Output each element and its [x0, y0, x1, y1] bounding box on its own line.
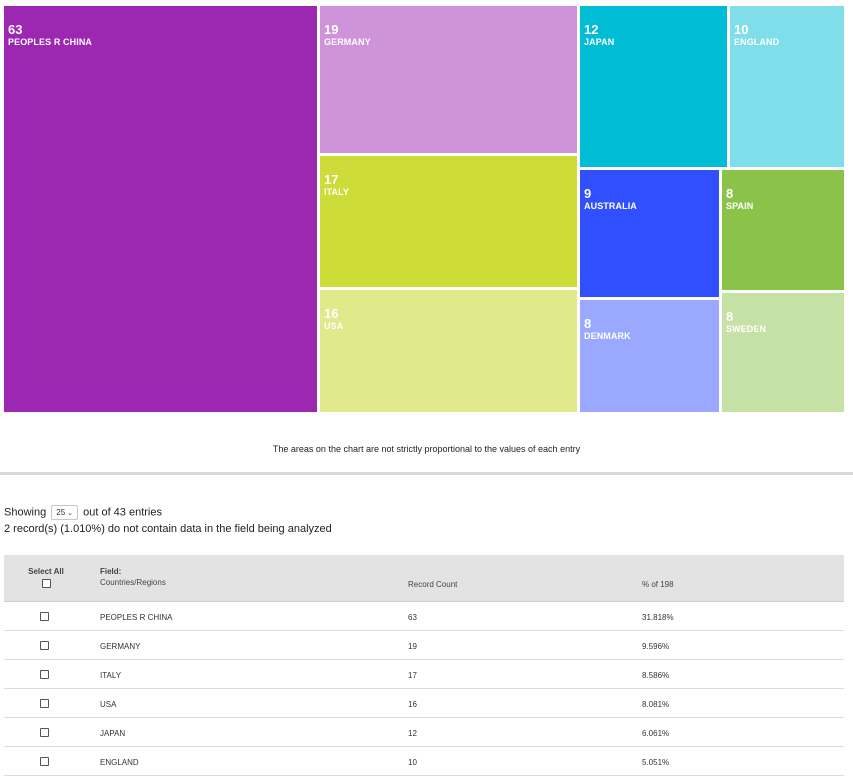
- table-row: JAPAN 12 6.061%: [4, 718, 844, 747]
- tile-label: SPAIN: [726, 201, 754, 211]
- select-all-checkbox[interactable]: [41, 579, 51, 588]
- treemap-tile[interactable]: 19 GERMANY: [320, 6, 577, 153]
- treemap-tile[interactable]: 10 ENGLAND: [730, 6, 844, 167]
- tile-value: 8: [726, 309, 734, 324]
- treemap-tile[interactable]: 9 AUSTRALIA: [580, 170, 719, 297]
- tile-label: SWEDEN: [726, 324, 767, 334]
- percent-header[interactable]: % of 198: [642, 580, 674, 589]
- row-checkbox[interactable]: [40, 699, 49, 708]
- row-percent: 8.586%: [642, 671, 670, 680]
- treemap-tile[interactable]: 12 JAPAN: [580, 6, 727, 167]
- row-country: ENGLAND: [100, 758, 139, 767]
- tile-value: 10: [734, 22, 749, 37]
- tile-label: ITALY: [324, 187, 350, 197]
- row-country: USA: [100, 700, 117, 709]
- row-checkbox[interactable]: [40, 612, 49, 621]
- select-all-header: Select All: [4, 567, 88, 588]
- showing-entries: Showing 25 ⌄ out of 43 entries: [4, 505, 162, 520]
- row-percent: 6.061%: [642, 729, 670, 738]
- row-count: 12: [408, 729, 417, 738]
- tile-label: JAPAN: [584, 37, 615, 47]
- row-count: 16: [408, 700, 417, 709]
- chart-note: The areas on the chart are not strictly …: [272, 444, 581, 454]
- row-count: 17: [408, 671, 417, 680]
- table-header: Select All Field: Countries/Regions Reco…: [4, 555, 844, 602]
- treemap-tile[interactable]: 17 ITALY: [320, 156, 577, 287]
- record-count-header[interactable]: Record Count: [408, 580, 458, 589]
- field-name: Countries/Regions: [100, 578, 166, 587]
- tile-label: DENMARK: [584, 331, 631, 341]
- select-all-label: Select All: [28, 567, 64, 576]
- showing-suffix: out of 43 entries: [83, 506, 162, 519]
- row-checkbox[interactable]: [40, 641, 49, 650]
- row-percent: 5.051%: [642, 758, 670, 767]
- tile-label: GERMANY: [324, 37, 371, 47]
- section-divider: [0, 472, 853, 475]
- treemap-tile[interactable]: 16 USA: [320, 290, 577, 412]
- tile-label: ENGLAND: [734, 37, 780, 47]
- tile-value: 63: [8, 22, 23, 37]
- row-count: 19: [408, 642, 417, 651]
- row-count: 10: [408, 758, 417, 767]
- page-size-select[interactable]: 25 ⌄: [51, 505, 79, 520]
- row-country: ITALY: [100, 671, 122, 680]
- treemap-tile[interactable]: 8 SPAIN: [722, 170, 844, 290]
- treemap-chart: 63 PEOPLES R CHINA 19 GERMANY 17 ITALY 16 USA 12…: [4, 6, 844, 412]
- row-checkbox[interactable]: [40, 670, 49, 679]
- treemap-tile[interactable]: 8 SWEDEN: [722, 293, 844, 412]
- tile-label: AUSTRALIA: [584, 201, 637, 211]
- tile-value: 8: [584, 316, 592, 331]
- tile-value: 12: [584, 22, 599, 37]
- tile-label: USA: [324, 321, 344, 331]
- treemap-tile[interactable]: 63 PEOPLES R CHINA: [4, 6, 317, 412]
- row-percent: 8.081%: [642, 700, 670, 709]
- table-row: USA 16 8.081%: [4, 689, 844, 718]
- page-size-value: 25: [56, 508, 66, 517]
- row-checkbox[interactable]: [40, 757, 49, 766]
- field-label: Field:: [100, 567, 122, 576]
- table-row: ITALY 17 8.586%: [4, 660, 844, 689]
- table-row: ENGLAND 10 5.051%: [4, 747, 844, 776]
- tile-value: 8: [726, 186, 734, 201]
- row-percent: 31.818%: [642, 613, 674, 622]
- treemap-tile[interactable]: 8 DENMARK: [580, 300, 719, 412]
- row-count: 63: [408, 613, 417, 622]
- showing-prefix: Showing: [4, 506, 47, 519]
- chevron-down-icon: ⌄: [67, 510, 74, 517]
- records-note: 2 record(s) (1.010%) do not contain data…: [4, 523, 332, 535]
- table-row: GERMANY 19 9.596%: [4, 631, 844, 660]
- tile-value: 17: [324, 172, 339, 187]
- results-table: Select All Field: Countries/Regions Reco…: [4, 555, 844, 776]
- table-row: PEOPLES R CHINA 63 31.818%: [4, 602, 844, 631]
- row-country: GERMANY: [100, 642, 141, 651]
- field-header: Field: Countries/Regions: [100, 567, 166, 587]
- tile-value: 19: [324, 22, 339, 37]
- tile-value: 16: [324, 306, 339, 321]
- row-country: JAPAN: [100, 729, 126, 738]
- row-percent: 9.596%: [642, 642, 670, 651]
- row-checkbox[interactable]: [40, 728, 49, 737]
- tile-label: PEOPLES R CHINA: [8, 37, 93, 47]
- tile-value: 9: [584, 186, 592, 201]
- row-country: PEOPLES R CHINA: [100, 613, 173, 622]
- table-body: PEOPLES R CHINA 63 31.818% GERMANY 19 9.596% I…: [4, 602, 844, 776]
